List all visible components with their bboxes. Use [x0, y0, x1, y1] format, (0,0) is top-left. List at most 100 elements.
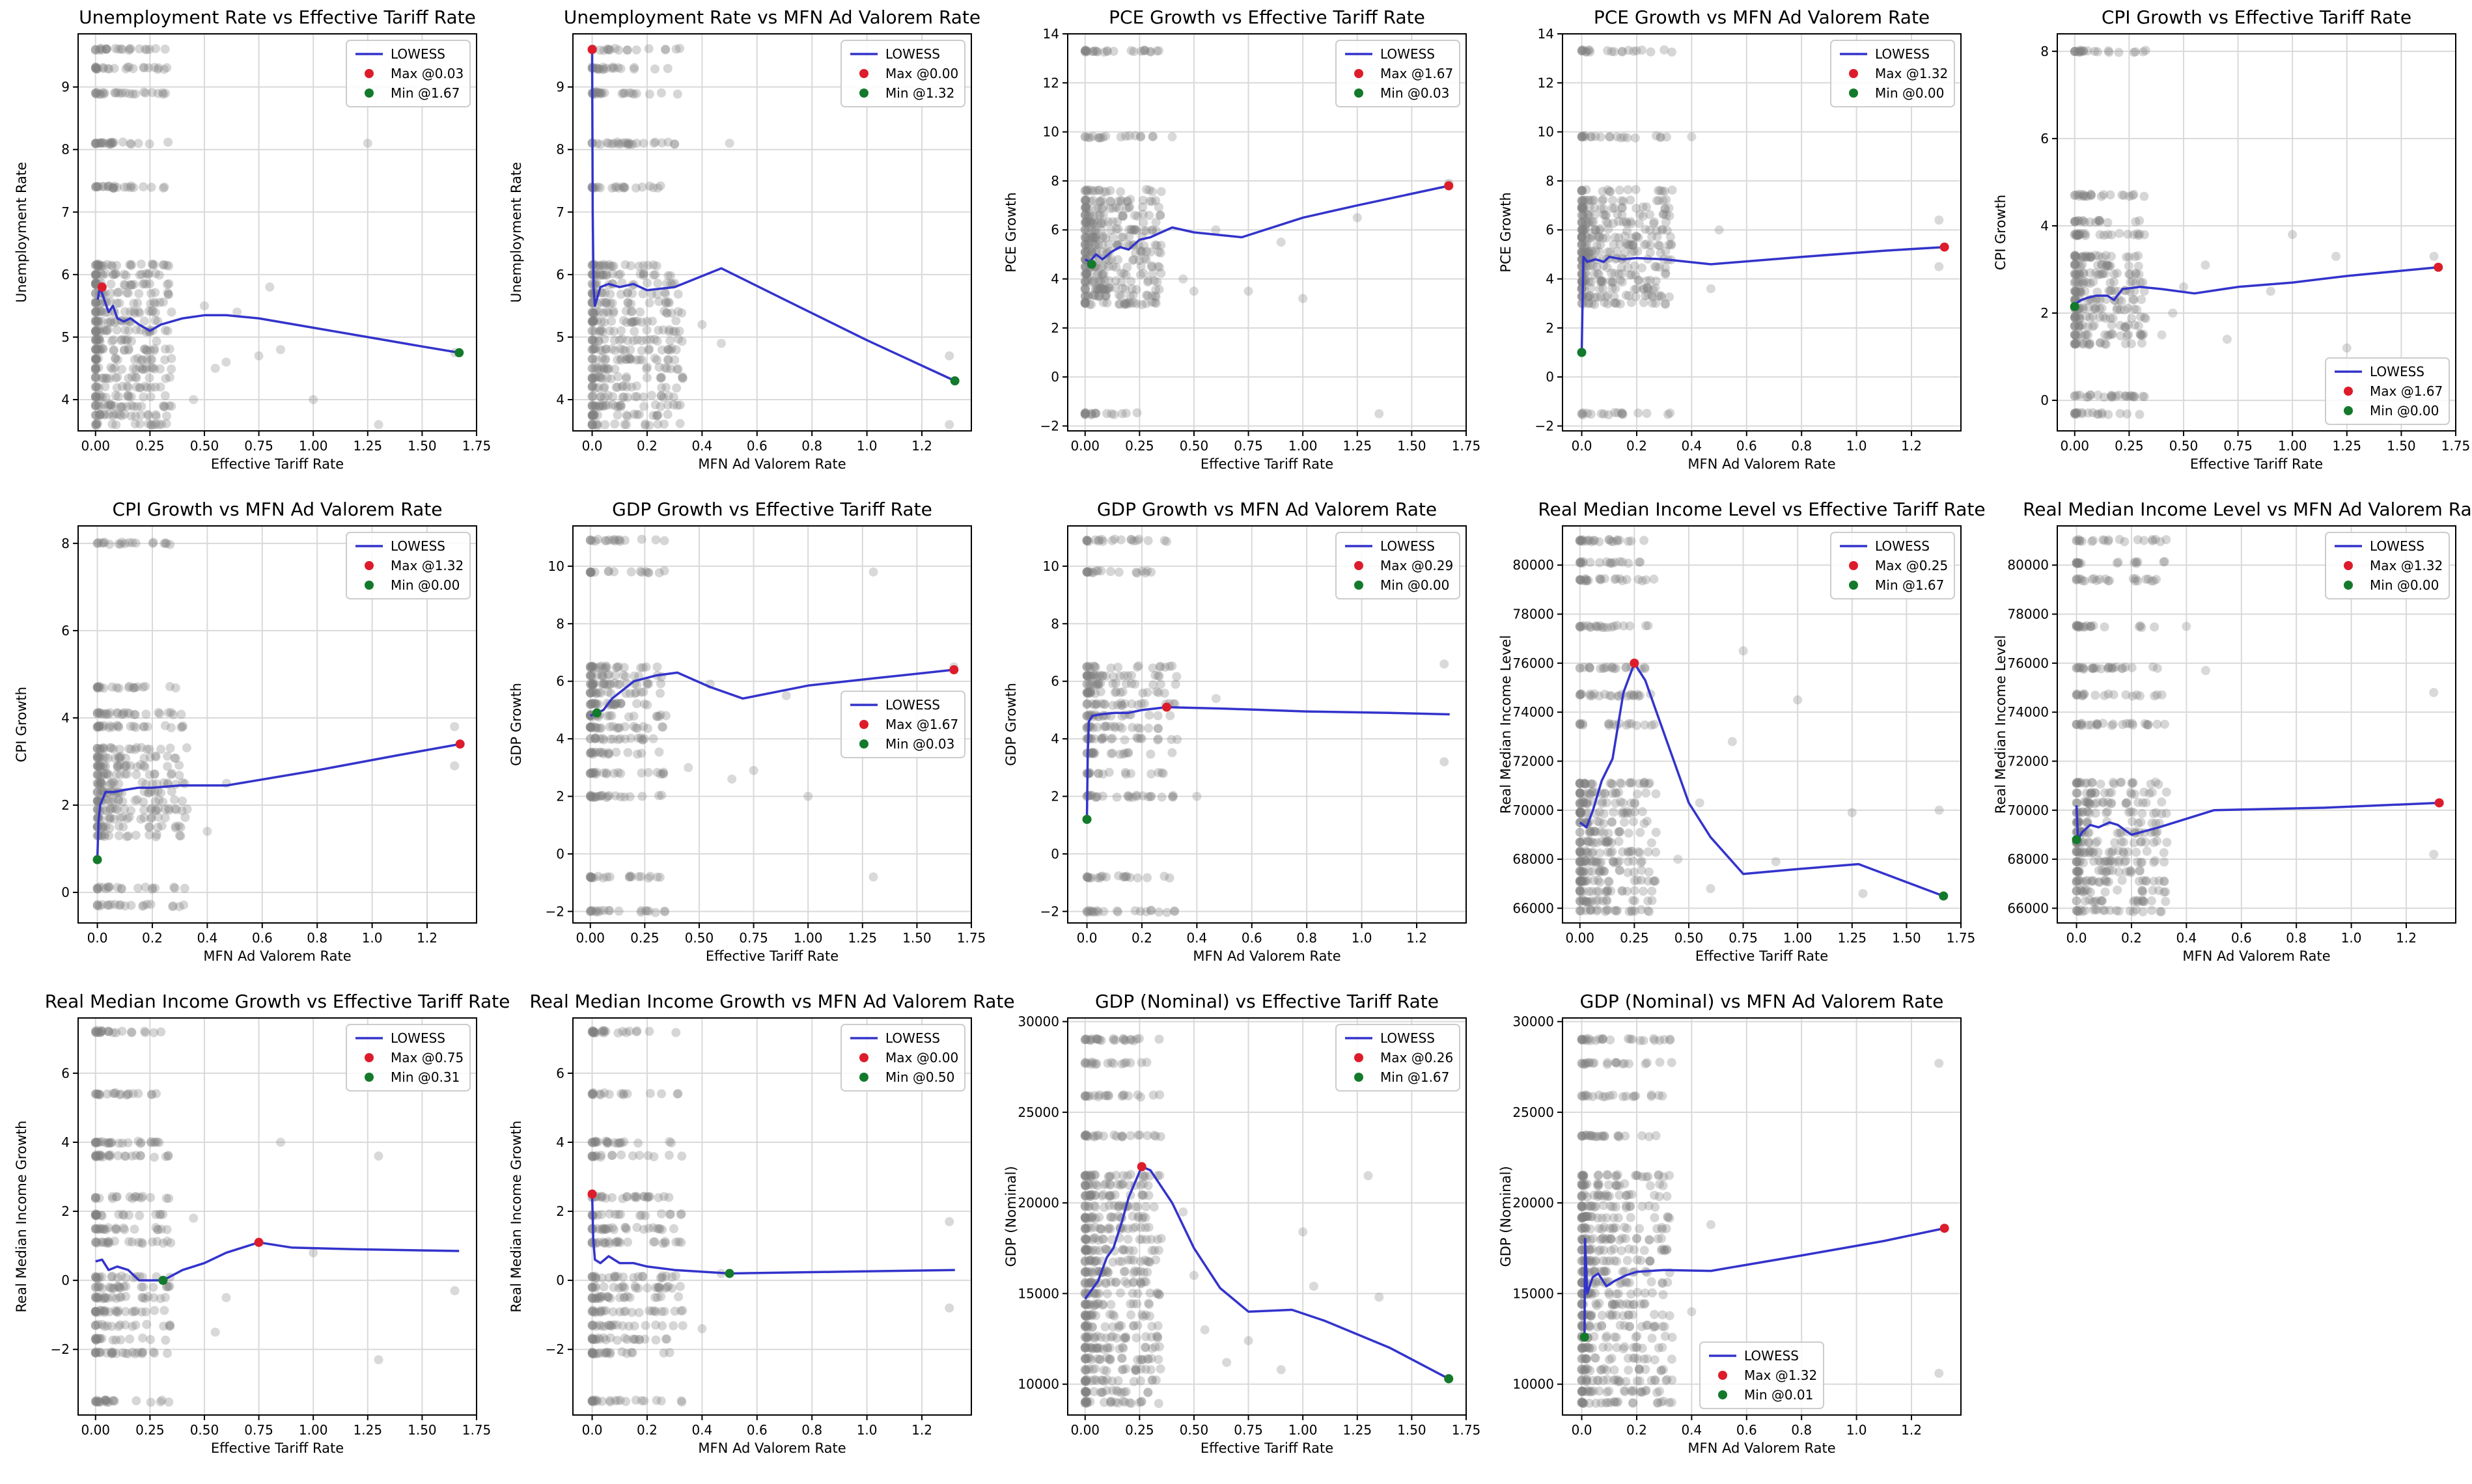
scatter-point	[641, 662, 651, 672]
scatter-point	[662, 364, 672, 374]
scatter-point	[2342, 343, 2352, 353]
scatter-point	[1583, 210, 1593, 220]
scatter-point	[1591, 896, 1601, 905]
scatter-point	[2078, 215, 2088, 225]
scatter-point	[625, 792, 635, 802]
scatter-point	[150, 751, 160, 761]
scatter-point	[632, 699, 642, 709]
scatter-point	[221, 357, 231, 367]
scatter-point	[1637, 263, 1646, 273]
scatter-point	[105, 374, 115, 383]
scatter-point	[2112, 268, 2122, 278]
scatter-point	[149, 346, 159, 355]
scatter-point	[1592, 292, 1602, 302]
scatter-point	[143, 270, 153, 280]
scatter-point	[1110, 722, 1120, 732]
scatter-point	[585, 670, 595, 680]
scatter-point	[645, 182, 654, 191]
x-tick-label: 0.6	[252, 930, 273, 946]
scatter-point	[1143, 792, 1153, 802]
y-tick-label: 2	[556, 789, 564, 804]
scatter-point	[596, 269, 605, 279]
scatter-point	[599, 64, 609, 74]
scatter-point	[105, 297, 115, 307]
scatter-point	[650, 270, 660, 280]
scatter-point	[2129, 189, 2139, 199]
scatter-point	[111, 420, 121, 430]
scatter-point	[651, 535, 661, 545]
scatter-point	[112, 409, 122, 419]
scatter-point	[1626, 846, 1635, 856]
scatter-point	[120, 335, 130, 344]
scatter-point	[616, 698, 626, 708]
scatter-point	[2113, 885, 2122, 895]
scatter-point	[1599, 409, 1609, 419]
scatter-point	[113, 795, 123, 804]
scatter-point	[113, 762, 122, 771]
scatter-point	[613, 680, 623, 689]
scatter-point	[108, 722, 118, 732]
scatter-point	[130, 795, 140, 805]
scatter-point	[1118, 283, 1128, 293]
scatter-point	[1096, 566, 1106, 576]
scatter-point	[661, 383, 671, 392]
scatter-point	[2147, 905, 2157, 915]
y-tick-label: 7	[556, 204, 564, 220]
scatter-point	[657, 790, 667, 800]
scatter-point	[652, 411, 661, 420]
scatter-point	[600, 392, 609, 402]
scatter-point	[1663, 409, 1673, 419]
scatter-point	[124, 383, 133, 392]
scatter-point	[2088, 897, 2098, 907]
scatter-point	[1575, 663, 1585, 673]
scatter-point	[92, 683, 102, 693]
scatter-point	[2131, 217, 2141, 227]
scatter-point	[1657, 292, 1667, 302]
min-marker	[2072, 834, 2081, 844]
scatter-point	[2125, 269, 2135, 279]
scatter-point	[1082, 662, 1092, 672]
x-axis-label: Effective Tariff Rate	[1695, 948, 1828, 964]
scatter-point	[150, 316, 160, 325]
scatter-point	[1113, 224, 1123, 234]
scatter-point	[1094, 186, 1104, 195]
scatter-point	[1092, 47, 1102, 57]
scatter-point	[1628, 817, 1638, 827]
scatter-point	[2078, 279, 2088, 288]
scatter-point	[130, 309, 139, 318]
scatter-point	[658, 769, 668, 778]
scatter-point	[1643, 290, 1653, 300]
scatter-point	[622, 139, 632, 149]
scatter-point	[611, 698, 621, 708]
scatter-point	[654, 711, 664, 721]
scatter-point	[102, 326, 112, 336]
scatter-point	[1655, 262, 1665, 272]
scatter-point	[1656, 291, 1665, 301]
scatter-point	[113, 288, 122, 297]
scatter-point	[614, 183, 624, 193]
scatter-point	[2077, 407, 2087, 417]
scatter-point	[1080, 269, 1090, 279]
scatter-point	[2138, 47, 2148, 57]
scatter-point	[658, 392, 668, 402]
scatter-point	[596, 906, 605, 916]
scatter-point	[107, 743, 117, 753]
legend-min-label: Min @1.32	[885, 85, 954, 101]
scatter-point	[105, 316, 115, 326]
scatter-point	[2078, 251, 2088, 261]
scatter-point	[111, 269, 120, 279]
scatter-point	[118, 822, 128, 832]
scatter-point	[105, 823, 115, 833]
scatter-point	[132, 762, 142, 772]
scatter-point	[1082, 872, 1092, 882]
scatter-point	[1624, 46, 1633, 55]
scatter-point	[1133, 212, 1143, 221]
scatter-point	[146, 363, 156, 373]
scatter-point	[1105, 722, 1115, 732]
scatter-point	[2128, 191, 2137, 200]
scatter-point	[611, 402, 621, 411]
scatter-point	[1604, 877, 1614, 886]
scatter-point	[616, 139, 626, 149]
scatter-point	[1609, 47, 1619, 57]
